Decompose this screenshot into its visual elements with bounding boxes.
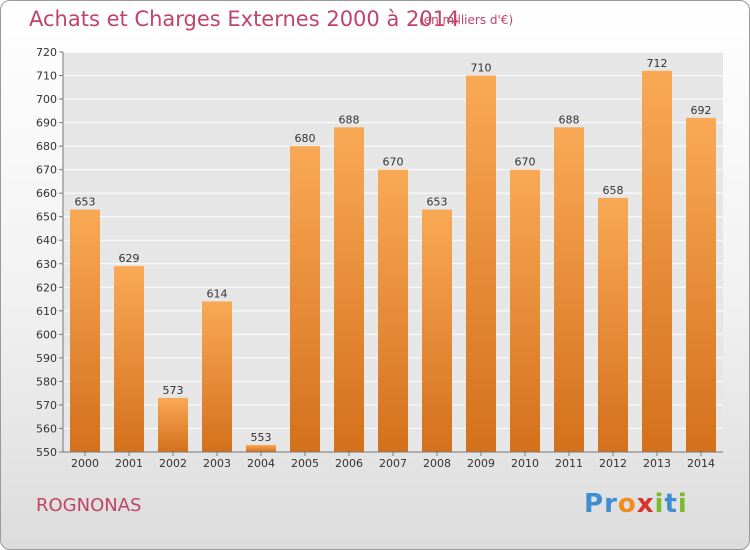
chart-subtitle: (en milliers d'€)	[419, 13, 514, 27]
x-tick-label-2003: 2003	[203, 457, 231, 470]
bar-2000	[70, 209, 100, 452]
x-tick-label-2014: 2014	[687, 457, 715, 470]
chart-title: Achats et Charges Externes 2000 à 2014	[29, 7, 460, 31]
y-tick-label: 650	[36, 211, 57, 224]
value-label-2004: 553	[251, 431, 272, 444]
bar-2003	[202, 301, 232, 452]
x-tick-label-2010: 2010	[511, 457, 539, 470]
y-tick-label: 700	[36, 93, 57, 106]
bar-2002	[158, 397, 188, 452]
x-tick-label-2011: 2011	[555, 457, 583, 470]
y-tick-label: 600	[36, 328, 57, 341]
value-label-2001: 629	[119, 252, 140, 265]
value-label-2011: 688	[559, 113, 580, 126]
logo-letter: t	[664, 489, 678, 519]
y-tick-label: 620	[36, 281, 57, 294]
value-label-2005: 680	[295, 132, 316, 145]
y-tick-label: 710	[36, 70, 57, 83]
bar-2001	[114, 266, 144, 452]
y-tick-label: 640	[36, 234, 57, 247]
x-tick-label-2007: 2007	[379, 457, 407, 470]
bar-2010	[510, 169, 540, 452]
y-tick-label: 610	[36, 305, 57, 318]
y-tick-label: 630	[36, 258, 57, 271]
logo-letter: o	[617, 489, 637, 519]
logo-letter: i	[654, 489, 665, 519]
y-tick-label: 590	[36, 352, 57, 365]
value-labels: 653 629 573 614 553 680 688 670 653 710 670 688 658 7…	[75, 57, 712, 444]
bar-2011	[554, 127, 584, 452]
proxiti-logo[interactable]: Proxiti	[584, 489, 688, 519]
y-tick-label: 580	[36, 375, 57, 388]
bar-2009	[466, 75, 496, 452]
y-tick-label: 670	[36, 164, 57, 177]
logo-letter: x	[636, 489, 655, 519]
bar-2012	[598, 197, 628, 452]
x-tick-label-2008: 2008	[423, 457, 451, 470]
y-tick-label: 570	[36, 399, 57, 412]
logo-letter: P	[584, 489, 605, 519]
y-tick-label: 720	[36, 46, 57, 59]
x-axis-ticks: 2000 2001 2002 2003 2004 2005 2006 2007 2008 2009…	[71, 452, 715, 470]
x-tick-label-2013: 2013	[643, 457, 671, 470]
bar-2006	[334, 127, 364, 452]
bar-2013	[642, 70, 672, 452]
x-tick-label-2004: 2004	[247, 457, 275, 470]
x-tick-label-2005: 2005	[291, 457, 319, 470]
y-tick-label: 690	[36, 117, 57, 130]
x-tick-label-2012: 2012	[599, 457, 627, 470]
value-label-2013: 712	[647, 57, 668, 70]
y-tick-label: 560	[36, 422, 57, 435]
y-tick-label: 550	[36, 446, 57, 459]
value-label-2008: 653	[427, 196, 448, 209]
value-label-2012: 658	[603, 184, 624, 197]
bars	[70, 70, 716, 452]
bar-2005	[290, 146, 320, 452]
value-label-2014: 692	[691, 104, 712, 117]
y-tick-label: 680	[36, 140, 57, 153]
bar-2007	[378, 169, 408, 452]
value-label-2009: 710	[471, 62, 492, 75]
value-label-2010: 670	[515, 156, 536, 169]
logo-letter: r	[604, 489, 618, 519]
value-label-2003: 614	[207, 287, 228, 300]
value-label-2007: 670	[383, 156, 404, 169]
x-tick-label-2000: 2000	[71, 457, 99, 470]
bar-2004	[246, 444, 276, 452]
bar-2014	[686, 117, 716, 452]
y-tick-label: 660	[36, 187, 57, 200]
value-label-2002: 573	[163, 384, 184, 397]
y-axis-ticks: 550 560 570 580 590 600 610 620 630 640 650 660 670 6…	[36, 46, 63, 459]
x-tick-label-2006: 2006	[335, 457, 363, 470]
value-label-2000: 653	[75, 196, 96, 209]
value-label-2006: 688	[339, 113, 360, 126]
logo-letter: i	[677, 489, 688, 519]
commune-name: ROGNONAS	[36, 495, 142, 516]
x-tick-label-2009: 2009	[467, 457, 495, 470]
x-tick-label-2002: 2002	[159, 457, 187, 470]
x-tick-label-2001: 2001	[115, 457, 143, 470]
bar-2008	[422, 209, 452, 452]
